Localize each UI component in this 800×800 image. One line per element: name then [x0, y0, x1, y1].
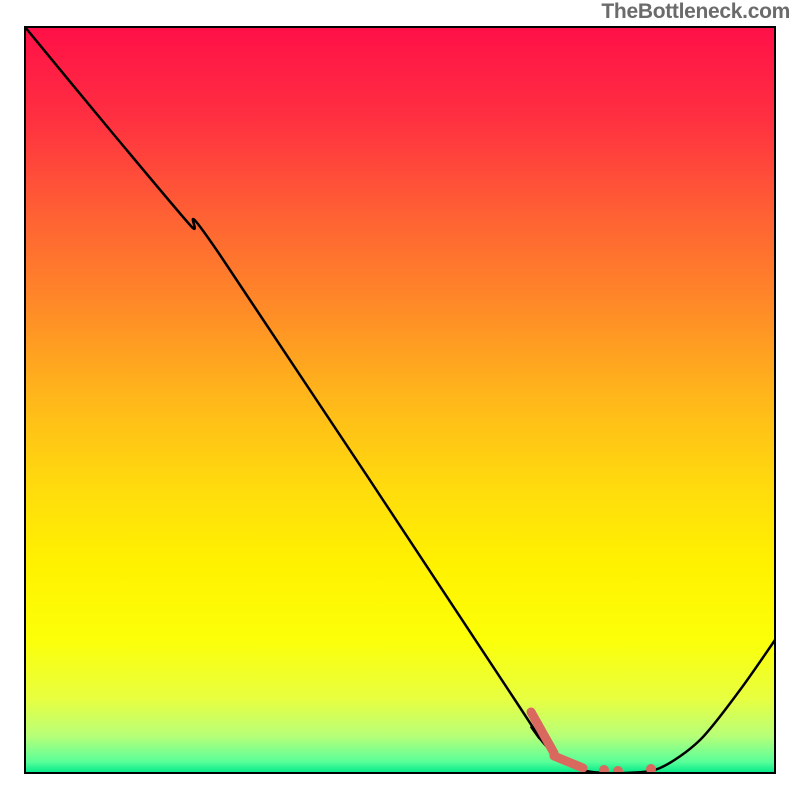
chart-background-gradient: [25, 27, 775, 773]
highlight-dot: [613, 766, 623, 776]
chart-container: TheBottleneck.com: [0, 0, 800, 800]
gradient-line-chart: [0, 0, 800, 800]
watermark-text: TheBottleneck.com: [601, 0, 790, 24]
